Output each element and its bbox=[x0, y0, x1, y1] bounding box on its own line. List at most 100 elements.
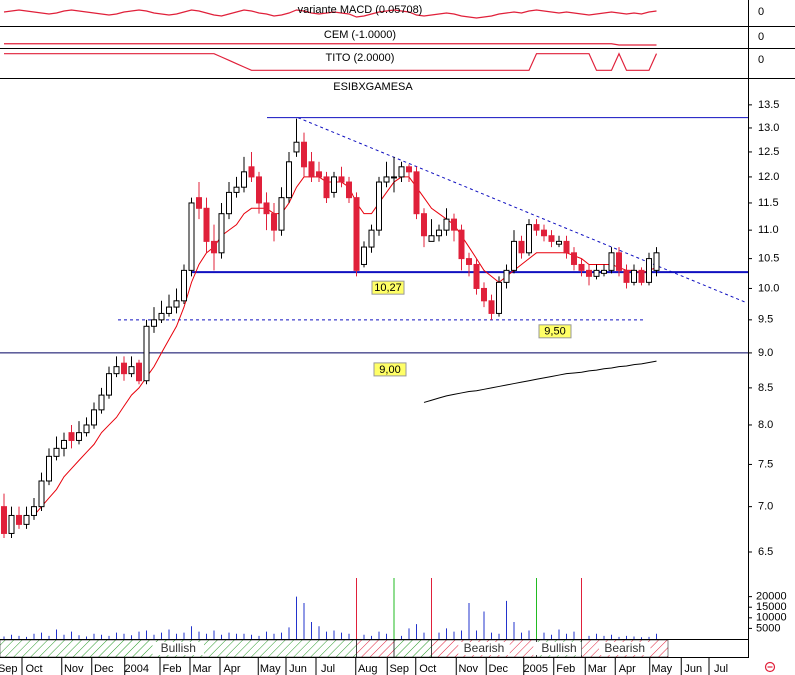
reset-icon[interactable] bbox=[764, 661, 776, 673]
candle-body bbox=[443, 218, 450, 231]
trend-label-box bbox=[458, 642, 510, 655]
candle-body bbox=[338, 176, 345, 183]
x-tick-label: 2004 bbox=[125, 663, 149, 675]
candle-body bbox=[128, 366, 135, 375]
candle-body bbox=[203, 207, 210, 242]
level-label-box bbox=[373, 362, 407, 377]
candle-body bbox=[398, 166, 405, 178]
trend-segment bbox=[356, 639, 395, 658]
candle-body bbox=[458, 229, 465, 260]
candle-body bbox=[391, 176, 397, 179]
candle-body bbox=[496, 281, 502, 314]
candle-body bbox=[428, 235, 435, 242]
candle-body bbox=[383, 176, 390, 183]
x-tick-label: Apr bbox=[619, 663, 636, 675]
x-tick-label: Aug bbox=[358, 663, 378, 675]
candle-body bbox=[323, 176, 330, 199]
candle-body bbox=[571, 252, 577, 265]
x-tick-label: Jun bbox=[289, 663, 307, 675]
candle-body bbox=[526, 224, 532, 254]
candle-body bbox=[98, 394, 105, 411]
candle-body bbox=[121, 362, 127, 375]
reset-icon-ring[interactable] bbox=[764, 661, 776, 673]
x-tick-label: Feb bbox=[556, 663, 575, 675]
candle-body bbox=[188, 202, 195, 271]
candle-body bbox=[76, 432, 82, 441]
volume-tick-label: 5000 bbox=[756, 622, 780, 634]
x-tick-label: Sep bbox=[0, 663, 18, 675]
candle-body bbox=[368, 229, 375, 248]
candle-body bbox=[518, 240, 525, 254]
y-tick-label: 7.0 bbox=[758, 501, 773, 513]
y-tick-label: 9.5 bbox=[758, 314, 773, 326]
indicator-label: TITO (2.0000) bbox=[326, 52, 395, 64]
candle-body bbox=[286, 161, 292, 199]
candle-body bbox=[503, 269, 510, 283]
candle-body bbox=[1, 506, 7, 534]
indicator-line bbox=[4, 43, 657, 46]
y-tick-label: 12.0 bbox=[758, 171, 779, 183]
x-tick-label: May bbox=[260, 663, 281, 675]
candle-body bbox=[68, 432, 75, 441]
candle-body bbox=[653, 252, 660, 271]
trend-label: Bullish bbox=[541, 641, 576, 655]
level-label: 10,27 bbox=[374, 282, 402, 294]
candle-body bbox=[173, 300, 180, 308]
y-tick-label: 6.5 bbox=[758, 546, 773, 558]
indicator-label: CEM (-1.0000) bbox=[324, 29, 396, 41]
candle-body bbox=[586, 269, 592, 277]
indicator-label: variante MACD (0.05708) bbox=[298, 4, 423, 16]
y-tick-label: 10.5 bbox=[758, 253, 779, 265]
candle-body bbox=[38, 480, 45, 508]
candle-body bbox=[353, 197, 360, 271]
candle-body bbox=[616, 252, 622, 271]
level-label-box bbox=[538, 324, 572, 339]
y-tick-label: 11.0 bbox=[758, 224, 779, 236]
trend-line bbox=[297, 117, 746, 303]
candle-body bbox=[143, 325, 150, 382]
trend-label: Bearish bbox=[464, 641, 505, 655]
candle-body bbox=[413, 171, 420, 215]
candle-body bbox=[556, 240, 562, 245]
moving-average bbox=[423, 360, 657, 403]
candle-body bbox=[181, 269, 187, 302]
level-label-box bbox=[371, 280, 405, 295]
candle-body bbox=[263, 202, 270, 215]
candle-body bbox=[466, 258, 472, 265]
candle-body bbox=[608, 252, 615, 271]
candle-body bbox=[61, 439, 67, 449]
x-tick-label: Oct bbox=[25, 663, 42, 675]
trend-label-box bbox=[533, 642, 585, 655]
x-tick-label: May bbox=[651, 663, 672, 675]
candle-body bbox=[23, 514, 30, 525]
x-tick-label: Sep bbox=[389, 663, 409, 675]
indicator-axis-label: 0 bbox=[758, 6, 764, 18]
x-tick-label: Mar bbox=[193, 663, 212, 675]
candle-body bbox=[31, 506, 37, 516]
candle-body bbox=[46, 455, 52, 482]
trend-label-box bbox=[152, 642, 204, 655]
y-tick-label: 12.5 bbox=[758, 146, 779, 158]
candle-body bbox=[511, 240, 517, 271]
candle-body bbox=[211, 240, 217, 254]
x-tick-label: Jul bbox=[714, 663, 728, 675]
moving-average bbox=[33, 176, 657, 516]
chart-title: ESIBXGAMESA bbox=[333, 81, 413, 93]
y-tick-label: 11.5 bbox=[758, 197, 779, 209]
volume-tick-label: 20000 bbox=[756, 591, 787, 603]
candle-body bbox=[256, 176, 262, 204]
x-tick-label: Nov bbox=[64, 663, 84, 675]
candle-body bbox=[346, 181, 352, 199]
indicator-line bbox=[3, 9, 657, 19]
candle-body bbox=[241, 171, 247, 188]
candle-body bbox=[631, 269, 637, 283]
x-tick-label: Jul bbox=[321, 663, 335, 675]
candle-body bbox=[578, 263, 585, 271]
candle-body bbox=[421, 213, 427, 237]
candle-body bbox=[136, 362, 142, 382]
candle-body bbox=[638, 269, 645, 283]
candle-body bbox=[196, 197, 202, 209]
candle-body bbox=[218, 213, 225, 254]
candle-body bbox=[406, 166, 412, 173]
